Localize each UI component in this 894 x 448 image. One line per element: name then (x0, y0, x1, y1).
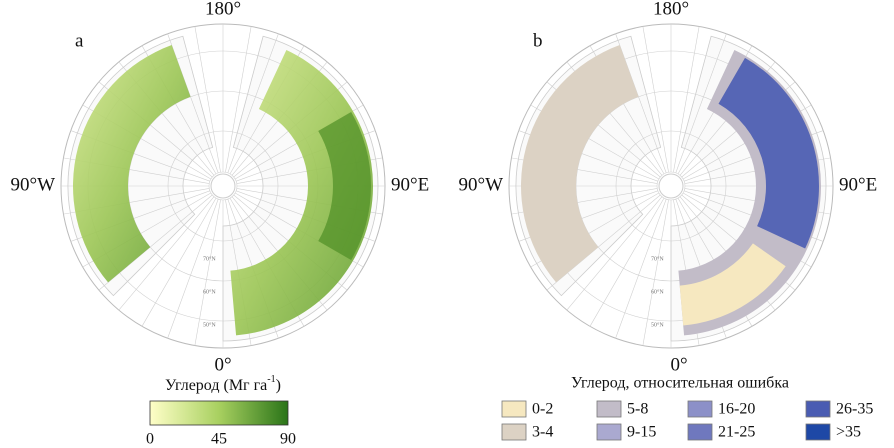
legend-swatch (596, 400, 622, 418)
forest (72, 45, 191, 283)
pole (658, 173, 684, 199)
title-end: ) (276, 377, 281, 394)
legend-swatch (687, 423, 713, 441)
meridian (566, 196, 663, 311)
legend-swatch (805, 423, 831, 441)
legend-label: >35 (836, 424, 861, 441)
legend-label: 0-2 (532, 401, 553, 418)
meridian (589, 197, 665, 327)
meridian (673, 26, 700, 173)
legend-swatch (805, 400, 831, 418)
meridian (118, 196, 215, 311)
lat-label: 50°N (203, 321, 216, 328)
meridian (227, 33, 279, 173)
lon-label: 180° (205, 0, 241, 19)
title-text: Углерод (Мг га (165, 377, 267, 394)
meridian (642, 26, 669, 173)
forest (521, 45, 639, 283)
colorbar (149, 400, 289, 426)
meridian (167, 33, 219, 173)
legend-swatch (596, 423, 622, 441)
lon-label: 0° (670, 354, 687, 375)
parallel (208, 171, 238, 201)
forest (318, 112, 371, 260)
panel-label: a (75, 30, 84, 51)
parallel (167, 130, 279, 242)
legend-swatch (501, 423, 527, 441)
legend-label: 26-35 (836, 401, 873, 418)
meridian (615, 199, 667, 339)
lon-label: 90°W (458, 174, 503, 195)
colorbar-tick-label: 45 (211, 431, 227, 448)
meridian (194, 26, 221, 173)
lat-label: 50°N (651, 321, 664, 328)
meridian (615, 33, 667, 173)
parallel (615, 130, 727, 242)
forest (679, 243, 786, 326)
lon-label: 90°E (839, 174, 877, 195)
lon-label: 90°E (391, 174, 429, 195)
legend-title: Углерод, относительная ошибка (571, 375, 789, 392)
lon-label: 0° (214, 354, 231, 375)
legend-label: 3-4 (532, 424, 553, 441)
colorbar-title: Углерод (Мг га-1) (165, 374, 281, 393)
legend-swatch (687, 400, 713, 418)
legend-swatch (501, 400, 527, 418)
meridian (141, 197, 217, 327)
lat-label: 70°N (203, 255, 216, 262)
meridian (642, 199, 669, 346)
meridian (194, 199, 221, 346)
title-sup: -1 (267, 374, 275, 385)
parallel (656, 171, 686, 201)
panel-label: b (533, 30, 543, 51)
lat-label: 60°N (203, 288, 216, 295)
lat-label: 60°N (651, 288, 664, 295)
pole (210, 173, 236, 199)
forest (718, 57, 819, 249)
lon-label: 180° (653, 0, 689, 19)
legend-label: 5-8 (627, 401, 648, 418)
meridian (167, 199, 219, 339)
colorbar-tick-label: 90 (280, 431, 296, 448)
meridian (675, 33, 727, 173)
legend-label: 9-15 (627, 424, 656, 441)
legend-label: 16-20 (718, 401, 755, 418)
meridian (225, 26, 252, 173)
lon-label: 90°W (10, 174, 55, 195)
lat-label: 70°N (651, 255, 664, 262)
legend-label: 21-25 (718, 424, 755, 441)
colorbar-tick-label: 0 (146, 431, 154, 448)
